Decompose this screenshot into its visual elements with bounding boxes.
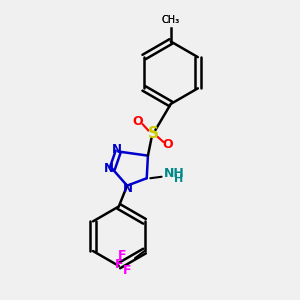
Text: N: N bbox=[111, 143, 122, 156]
Text: F: F bbox=[122, 264, 131, 277]
Text: O: O bbox=[163, 138, 173, 152]
Text: NH: NH bbox=[164, 167, 184, 180]
Text: F: F bbox=[118, 249, 127, 262]
Text: CH₃: CH₃ bbox=[162, 15, 180, 25]
Text: O: O bbox=[133, 115, 143, 128]
Text: N: N bbox=[123, 182, 133, 195]
Text: H: H bbox=[174, 174, 184, 184]
Text: CH₃: CH₃ bbox=[162, 15, 180, 25]
Text: S: S bbox=[148, 126, 158, 141]
Text: N: N bbox=[103, 162, 113, 175]
Text: F: F bbox=[115, 258, 123, 271]
